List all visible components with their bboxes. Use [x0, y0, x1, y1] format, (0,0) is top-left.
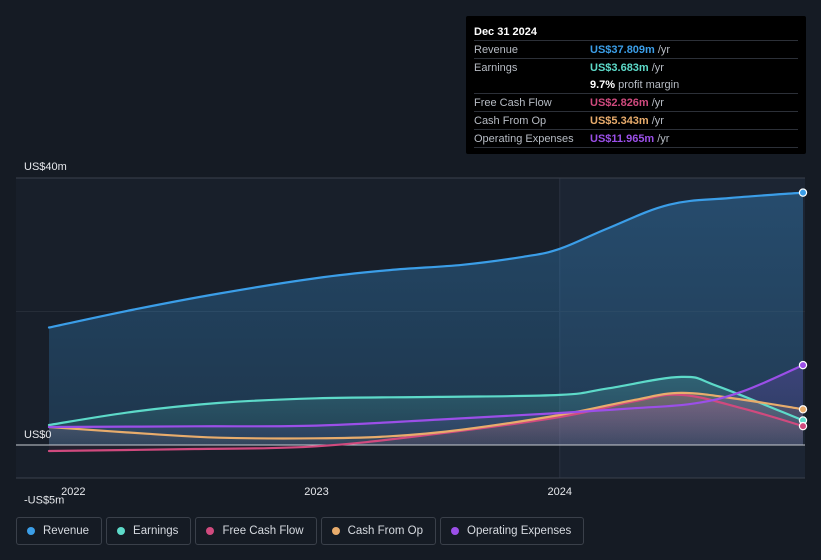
legend-item-free-cash-flow[interactable]: Free Cash Flow — [195, 517, 317, 545]
x-tick-label: 2023 — [304, 486, 328, 498]
endpoint-revenue — [798, 188, 808, 197]
tooltip-row-unit: /yr — [651, 114, 664, 127]
tooltip-row-label: Free Cash Flow — [474, 96, 552, 109]
endpoint-free-cash-flow — [798, 421, 808, 431]
x-tick-label: 2022 — [61, 486, 85, 498]
legend-label: Free Cash Flow — [222, 525, 304, 537]
legend-item-cash-from-op[interactable]: Cash From Op — [320, 517, 437, 545]
tooltip-row-value: US$3.683m — [590, 61, 649, 74]
legend-dot-icon — [451, 527, 460, 535]
tooltip-row: Cash From Op US$5.343m/yr — [474, 111, 798, 129]
y-tick-label: US$0 — [24, 429, 52, 441]
tooltip-row-value: US$2.826m — [590, 96, 649, 109]
legend-item-earnings[interactable]: Earnings — [106, 517, 192, 545]
tooltip-row-unit: /yr — [651, 61, 664, 74]
tooltip-row: 9.7% profit margin — [474, 76, 798, 93]
line-revenue — [47, 191, 805, 329]
tooltip-row-label: Revenue — [474, 43, 519, 56]
line-cash-from-op — [47, 391, 805, 440]
x-tick-label: 2024 — [548, 486, 572, 498]
tooltip-row: Operating Expenses US$11.965m/yr — [474, 129, 798, 147]
line-operating-expenses — [47, 364, 805, 429]
tooltip-row-label: Earnings — [474, 61, 518, 74]
tooltip-row-unit: /yr — [657, 132, 670, 145]
tooltip-row-unit: profit margin — [618, 78, 680, 91]
area-operating-expenses — [49, 365, 803, 445]
area-revenue — [49, 192, 803, 445]
tooltip-bottom-divider — [474, 147, 798, 148]
tooltip-row: Revenue US$37.809m/yr — [474, 40, 798, 58]
tooltip-date: Dec 31 2024 — [474, 26, 537, 38]
tooltip-row-value: US$11.965m — [590, 132, 655, 145]
tooltip-row-label: Cash From Op — [474, 114, 547, 127]
tooltip-row-value: 9.7% — [590, 78, 616, 91]
y-tick-label: US$40m — [24, 161, 67, 173]
legend-label: Earnings — [133, 525, 179, 537]
legend-dot-icon — [331, 527, 340, 535]
y-tick-label: -US$5m — [24, 494, 64, 506]
tooltip-row: Earnings US$3.683m/yr — [474, 58, 798, 76]
tooltip-row-unit: /yr — [651, 96, 664, 109]
tooltip-row-unit: /yr — [657, 43, 671, 56]
tooltip-row-label: Operating Expenses — [474, 132, 574, 145]
line-free-cash-flow — [47, 393, 805, 453]
data-tooltip: Dec 31 2024 Revenue US$37.809m/yr Earnings… — [466, 16, 806, 154]
tooltip-row: Free Cash Flow US$2.826m/yr — [474, 93, 798, 111]
legend-dot-icon — [117, 527, 126, 535]
tooltip-row-value: US$37.809m — [590, 43, 655, 56]
legend-dot-icon — [206, 527, 215, 535]
legend-item-revenue[interactable]: Revenue — [16, 517, 103, 545]
legend-label: Cash From Op — [347, 525, 424, 537]
legend-item-operating-expenses[interactable]: Operating Expenses — [440, 517, 585, 545]
tooltip-row-value: US$5.343m — [590, 114, 649, 127]
line-earnings — [47, 375, 805, 427]
legend-dot-icon — [27, 527, 35, 535]
chart-legend: Revenue Earnings Free Cash Flow Cash From O… — [16, 517, 588, 545]
endpoint-cash-from-op — [798, 405, 808, 414]
legend-label: Revenue — [43, 525, 90, 537]
legend-label: Operating Expenses — [467, 525, 572, 537]
endpoint-operating-expenses — [798, 360, 808, 370]
